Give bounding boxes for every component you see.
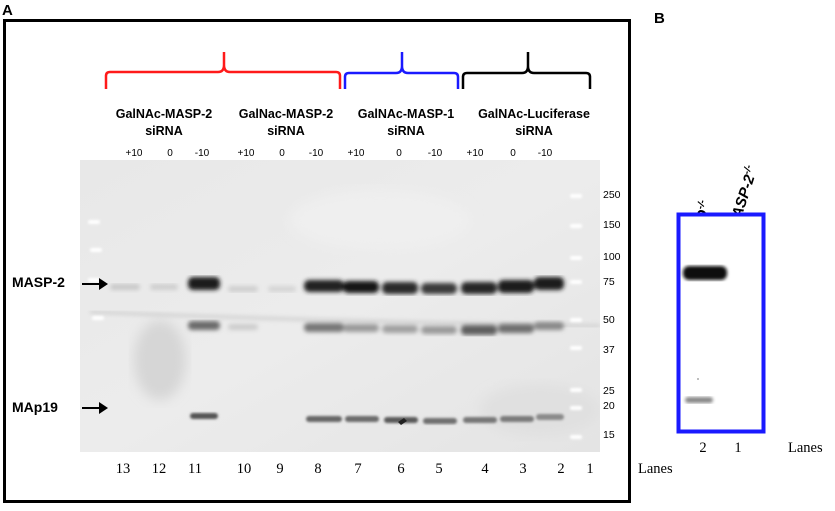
mw-marker: 50 [603, 314, 615, 326]
lane-number: 12 [151, 461, 167, 477]
group-label-4: GalNAc-Luciferase siRNA [470, 106, 598, 140]
mw-marker: 20 [603, 400, 615, 412]
map19-arrow-icon [82, 402, 108, 414]
map19-band-label: MAp19 [12, 399, 58, 415]
bracket-masp2 [104, 52, 342, 89]
panel-a-frame [3, 19, 631, 503]
timepoint-label: 0 [396, 148, 402, 159]
panel-b-lane-number: 2 [699, 440, 707, 456]
lane-number: 8 [314, 461, 322, 477]
group-label-3: GalNAc-MASP-1 siRNA [346, 106, 466, 140]
lane-number: 1 [586, 461, 594, 477]
panel-b-letter: B [654, 10, 665, 27]
group-label-1-name: GalNAc-MASP-2 [115, 107, 213, 121]
group-label-2-sub: siRNA [267, 124, 305, 138]
mw-marker: 100 [603, 251, 621, 263]
lane-number: 11 [188, 461, 202, 477]
mw-marker: 250 [603, 189, 621, 201]
timepoint-label: +10 [125, 148, 143, 159]
timepoint-label: +10 [347, 148, 365, 159]
bracket-luciferase [461, 52, 592, 89]
lane-number: 10 [236, 461, 252, 477]
panel-a-letter: A [2, 2, 13, 19]
group-label-1: GalNAc-MASP-2 siRNA [104, 106, 224, 140]
timepoint-label: 0 [167, 148, 173, 159]
lane-number: 3 [519, 461, 527, 477]
timepoint-label: 0 [279, 148, 285, 159]
mw-marker: 25 [603, 385, 615, 397]
group-label-3-name: GalNAc-MASP-1 [357, 107, 455, 121]
timepoint-label: -10 [537, 148, 553, 159]
mw-marker: 150 [603, 219, 621, 231]
timepoint-label: +10 [466, 148, 484, 159]
mw-marker: 75 [603, 276, 615, 288]
group-label-1-sub: siRNA [145, 124, 183, 138]
group-label-4-name: GalNAc-Luciferase [478, 107, 590, 121]
timepoint-label: +10 [237, 148, 255, 159]
masp2-band-label: MASP-2 [12, 274, 65, 290]
panel-b-lane-number: 1 [734, 440, 742, 456]
panel-b-lanes-label: Lanes [788, 440, 823, 456]
group-label-2-name: GalNac-MASP-2 [238, 107, 334, 121]
lane-number: 5 [435, 461, 443, 477]
group-label-3-sub: siRNA [387, 124, 425, 138]
mw-marker: 37 [603, 344, 615, 356]
lane-number: 2 [557, 461, 565, 477]
timepoint-label: -10 [308, 148, 324, 159]
panel-a-lanes-label: Lanes [638, 461, 673, 477]
lane-number: 6 [397, 461, 405, 477]
timepoint-label: -10 [427, 148, 443, 159]
timepoint-label: -10 [194, 148, 210, 159]
bracket-masp1 [343, 52, 460, 89]
masp2-arrow-icon [82, 278, 108, 290]
mw-marker: 15 [603, 429, 615, 441]
group-label-2: GalNac-MASP-2 siRNA [226, 106, 346, 140]
western-blot-b [676, 212, 766, 434]
lane-number: 9 [276, 461, 284, 477]
lane-number: 4 [481, 461, 489, 477]
group-label-4-sub: siRNA [515, 124, 553, 138]
lane-number: 13 [115, 461, 131, 477]
western-blot-a [80, 160, 600, 452]
timepoint-label: 0 [510, 148, 516, 159]
group-brackets [104, 52, 592, 89]
lane-number: 7 [354, 461, 362, 477]
